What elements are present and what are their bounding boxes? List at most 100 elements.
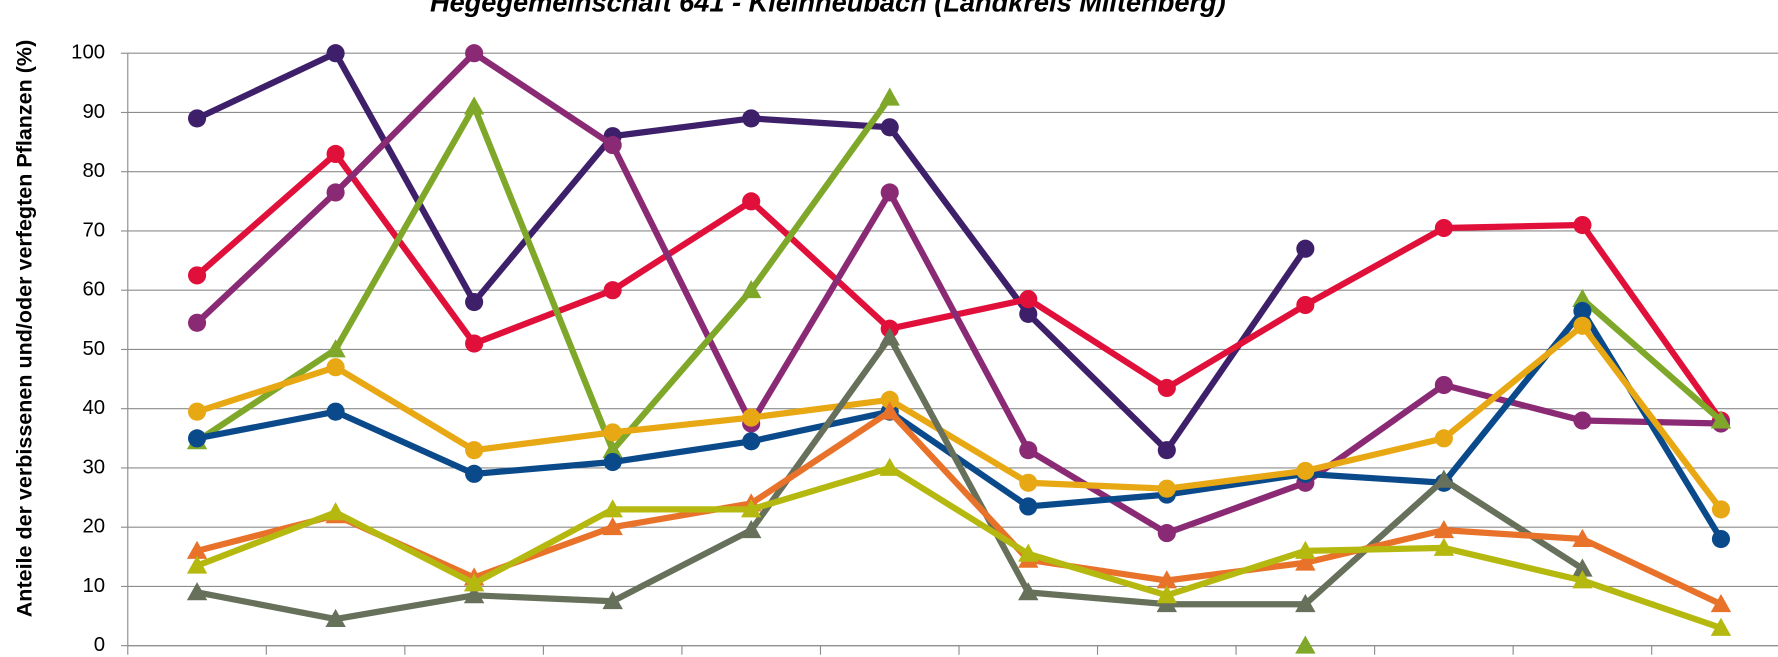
- point: [1572, 528, 1593, 547]
- point: [1572, 288, 1593, 308]
- point: [1573, 316, 1592, 335]
- point: [1019, 441, 1038, 460]
- point: [465, 464, 484, 483]
- series: [186, 401, 1732, 613]
- point: [1295, 594, 1316, 613]
- point: [1295, 552, 1316, 571]
- point: [1018, 543, 1039, 562]
- point: [325, 608, 346, 627]
- y-tick-label: 40: [82, 397, 105, 419]
- series: [186, 457, 1732, 636]
- point: [1019, 473, 1038, 492]
- point: [1157, 441, 1176, 460]
- point: [1434, 218, 1453, 238]
- chart-title: Hegegemeinschaft 641 - Kleinheubach (Lan…: [430, 0, 1226, 18]
- y-tick-label: 30: [82, 456, 105, 478]
- series: [187, 144, 1731, 430]
- point: [326, 402, 345, 421]
- point: [741, 280, 762, 299]
- point: [1156, 585, 1178, 604]
- point: [325, 339, 346, 358]
- point: [326, 144, 345, 164]
- point: [1296, 295, 1315, 315]
- point: [602, 499, 623, 518]
- point: [465, 441, 484, 460]
- point: [186, 582, 208, 601]
- y-tick-label: 90: [82, 101, 105, 123]
- point: [187, 266, 207, 285]
- point: [1019, 497, 1038, 516]
- point: [603, 136, 622, 155]
- point: [880, 183, 899, 202]
- series-line: [195, 150, 1724, 423]
- point: [187, 402, 207, 421]
- point: [602, 439, 623, 459]
- point: [1573, 411, 1592, 430]
- point: [603, 281, 622, 300]
- point: [603, 423, 622, 442]
- point: [742, 109, 761, 128]
- point: [465, 44, 484, 63]
- point: [465, 334, 484, 353]
- series-line: [196, 307, 1724, 541]
- point: [1710, 410, 1732, 429]
- point: [187, 429, 207, 448]
- point: [187, 313, 207, 332]
- y-tick-label: 20: [82, 516, 105, 538]
- point: [1433, 519, 1455, 539]
- point: [603, 452, 622, 472]
- series-line: [195, 464, 1722, 631]
- point: [1156, 570, 1178, 589]
- y-tick-label: 0: [94, 634, 105, 656]
- series: [187, 316, 1731, 519]
- point: [741, 499, 762, 518]
- point: [879, 401, 900, 420]
- y-tick-label: 10: [82, 575, 105, 597]
- point: [187, 109, 207, 128]
- y-axis-label: Anteile der verbissenen und/oder verfegt…: [13, 40, 37, 617]
- point: [742, 408, 761, 427]
- y-tick-label: 80: [82, 160, 105, 182]
- point: [1157, 479, 1176, 498]
- series: [186, 87, 1732, 654]
- point: [1157, 524, 1176, 543]
- y-tick-label: 100: [71, 42, 105, 64]
- point: [1573, 215, 1592, 235]
- point: [880, 118, 899, 137]
- point: [465, 292, 484, 312]
- series: [186, 327, 1593, 627]
- point: [1711, 500, 1731, 519]
- point: [1295, 540, 1316, 559]
- point: [742, 192, 761, 211]
- series-line: [195, 95, 893, 454]
- point: [1572, 558, 1593, 577]
- point: [1710, 617, 1732, 636]
- point: [1296, 239, 1315, 258]
- point: [602, 591, 623, 610]
- point: [1710, 594, 1732, 613]
- series: [187, 44, 1315, 460]
- point: [1434, 429, 1453, 448]
- series-line: [196, 322, 1724, 512]
- point: [741, 519, 762, 539]
- point: [186, 555, 208, 574]
- point: [1019, 290, 1038, 309]
- series-line: [196, 408, 1723, 608]
- point: [463, 96, 485, 115]
- y-tick-label: 50: [82, 338, 105, 360]
- point: [1018, 582, 1039, 601]
- point: [1434, 375, 1453, 395]
- point: [463, 585, 485, 604]
- point: [1711, 529, 1731, 549]
- point: [1572, 570, 1593, 589]
- point: [602, 516, 623, 536]
- point: [1433, 469, 1455, 488]
- point: [1295, 635, 1316, 654]
- point: [1019, 304, 1038, 323]
- series-line: [1580, 296, 1724, 423]
- point: [1296, 461, 1315, 480]
- point: [325, 502, 346, 521]
- point: [880, 390, 899, 409]
- point: [463, 573, 485, 592]
